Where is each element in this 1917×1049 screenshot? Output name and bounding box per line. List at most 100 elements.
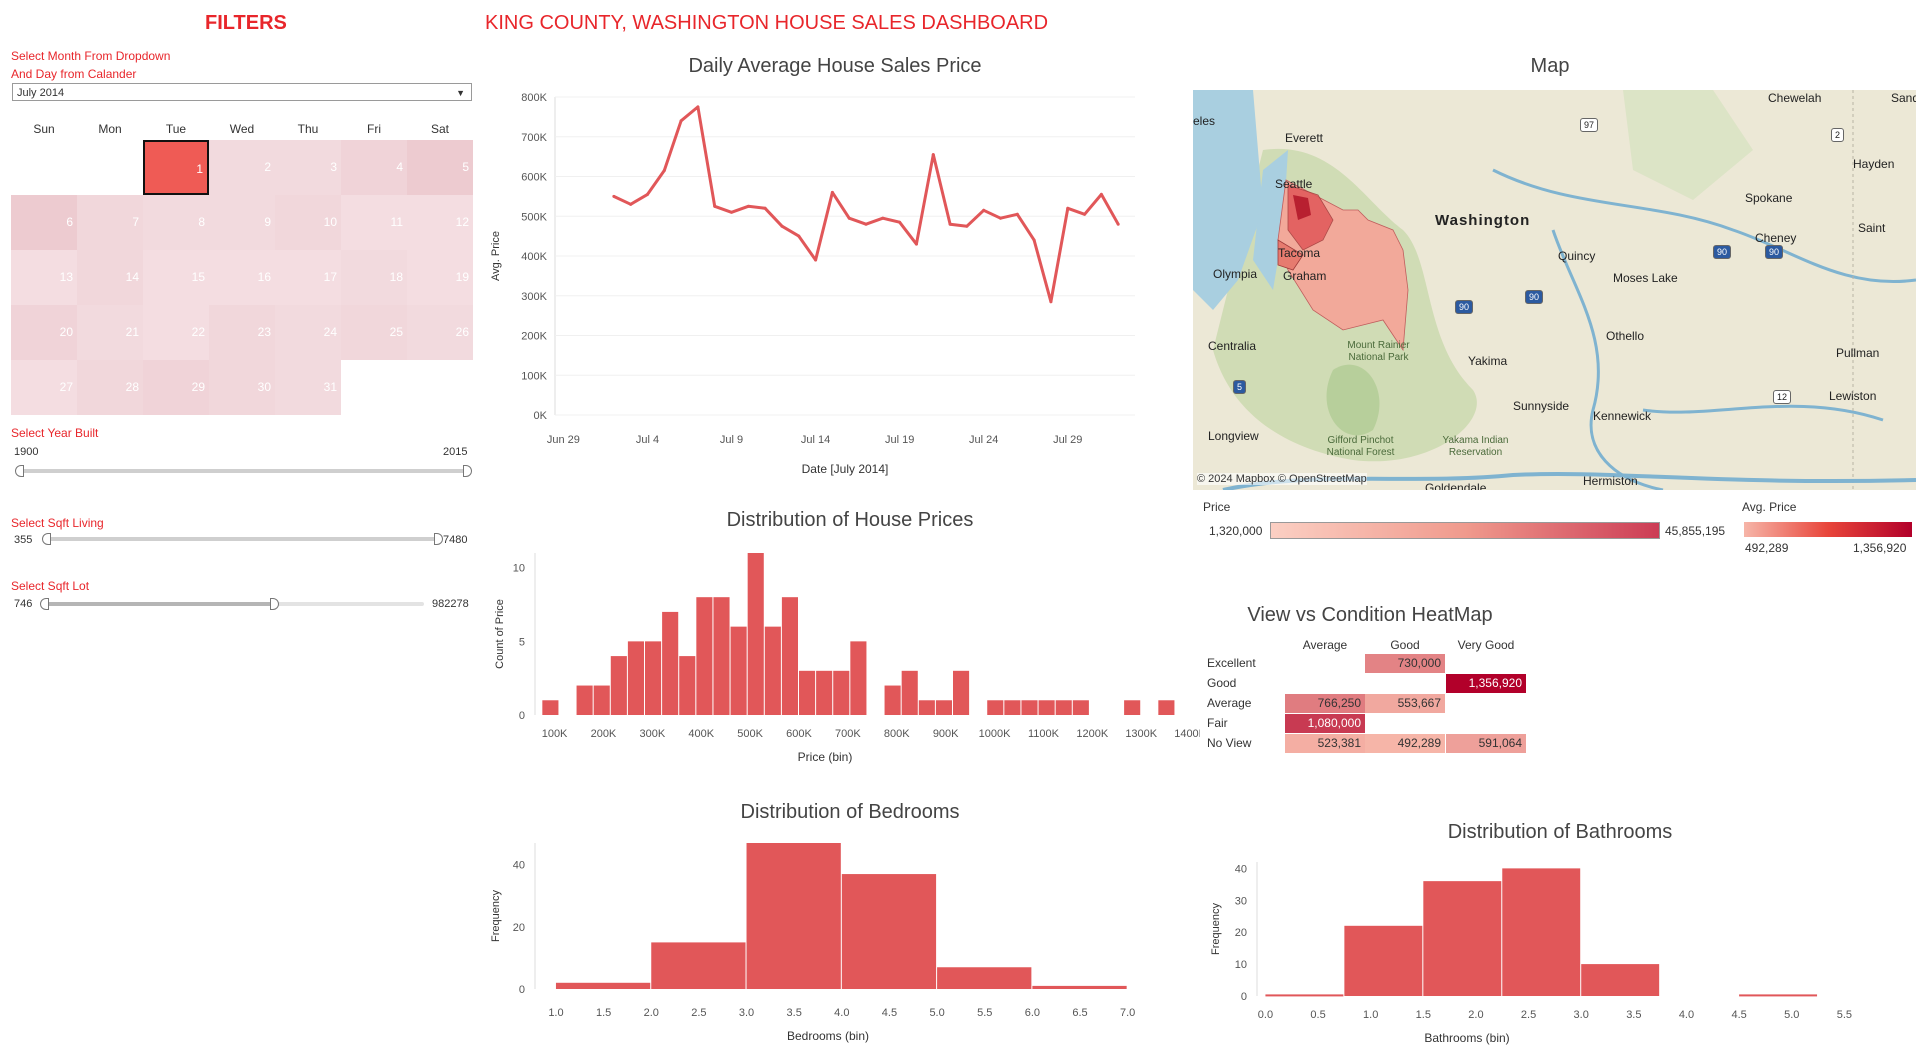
bathrooms-histogram[interactable]: 0 10 20 30 40 0.0 0.5 1.0 1.5 2.0 2.5 3.0 3.5 4.0 4.5 5…	[1205, 850, 1917, 1049]
map-place-label: Yakama Indian Reservation	[1442, 435, 1509, 458]
calendar-day-20[interactable]: 20	[11, 305, 77, 360]
sqft-lot-max-handle[interactable]	[270, 598, 279, 610]
price-bar	[645, 641, 662, 715]
price-legend-gradient	[1270, 522, 1660, 539]
calendar-day-11[interactable]: 11	[341, 195, 407, 250]
price-bar	[593, 685, 610, 715]
map-place-label: Sandpoint	[1891, 91, 1916, 105]
heatmap-cell[interactable]: 523,381	[1285, 734, 1365, 753]
calendar-day-5[interactable]: 5	[407, 140, 473, 195]
calendar-day-17[interactable]: 17	[275, 250, 341, 305]
calendar-day-3[interactable]: 3	[275, 140, 341, 195]
chevron-down-icon[interactable]: ▼	[456, 88, 465, 98]
calendar-day-31[interactable]: 31	[275, 360, 341, 415]
calendar-day-21[interactable]: 21	[77, 305, 143, 360]
calendar-day-23[interactable]: 23	[209, 305, 275, 360]
line-point	[746, 204, 750, 208]
y-axis-label: Frequency	[1210, 903, 1222, 955]
price-histogram[interactable]: 0 5 10 100K 200K 300K 400K 500K 600K 700K 800K 900K…	[485, 545, 1200, 790]
map-attribution: © 2024 Mapbox © OpenStreetMap	[1197, 473, 1367, 485]
year-built-slider-track[interactable]	[20, 469, 466, 473]
calendar-day-4[interactable]: 4	[341, 140, 407, 195]
heatmap-cell[interactable]: 591,064	[1446, 734, 1526, 753]
year-built-max-handle[interactable]	[463, 465, 472, 477]
price-bar	[1158, 700, 1175, 715]
calendar-day-12[interactable]: 12	[407, 195, 473, 250]
calendar-day-25[interactable]: 25	[341, 305, 407, 360]
dashboard-title: KING COUNTY, WASHINGTON HOUSE SALES DASH…	[485, 12, 1049, 34]
calendar-day-29[interactable]: 29	[143, 360, 209, 415]
price-bar	[901, 670, 918, 715]
x-tick-label: 400K	[688, 728, 714, 740]
month-dropdown[interactable]: July 2014 ▼	[12, 83, 472, 101]
x-tick-label: 6.0	[1025, 1007, 1040, 1019]
y-tick-label: 5	[519, 636, 525, 648]
heatmap-col-header: Average	[1302, 638, 1348, 652]
year-built-min-handle[interactable]	[15, 465, 24, 477]
map[interactable]: Everett Seattle Tacoma Olympia Graham Central…	[1193, 90, 1916, 490]
calendar-day-6[interactable]: 6	[11, 195, 77, 250]
map-place-label: Hayden	[1853, 157, 1895, 171]
view-condition-heatmap[interactable]: Average Good Very Good Excellent 730,000 Good…	[1205, 636, 1535, 761]
calendar-day-30[interactable]: 30	[209, 360, 275, 415]
line-point	[645, 192, 649, 196]
sqft-lot-slider-track[interactable]	[274, 602, 424, 606]
price-bar	[1038, 700, 1055, 715]
map-place-label: Pullman	[1836, 346, 1880, 360]
daily-price-line-chart[interactable]: 0K 100K 200K 300K 400K 500K 600K 700K 800K Jun 29…	[485, 85, 1175, 490]
calendar-day-24[interactable]: 24	[275, 305, 341, 360]
calendar-day-9[interactable]: 9	[209, 195, 275, 250]
bathroom-bar	[1423, 881, 1502, 996]
calendar-day-7[interactable]: 7	[77, 195, 143, 250]
calendar-day-15[interactable]: 15	[143, 250, 209, 305]
sqft-living-min-handle[interactable]	[42, 533, 51, 545]
heatmap-cell[interactable]: 1,080,000	[1285, 714, 1365, 733]
sqft-living-max-handle[interactable]	[434, 533, 443, 545]
x-tick-label: 700K	[835, 728, 861, 740]
bathroom-bar	[1265, 994, 1344, 997]
heatmap-cell[interactable]: 730,000	[1365, 654, 1445, 673]
sqft-lot-min-handle[interactable]	[40, 598, 49, 610]
heatmap-cell[interactable]: 492,289	[1365, 734, 1445, 753]
heatmap-cell[interactable]: 1,356,920	[1446, 674, 1526, 693]
calendar-day-16[interactable]: 16	[209, 250, 275, 305]
calendar-day-1[interactable]: 1	[143, 140, 209, 195]
sqft-living-slider-track[interactable]	[46, 537, 438, 541]
map-title: Map	[1530, 55, 1570, 77]
calendar-day-19[interactable]: 19	[407, 250, 473, 305]
bedrooms-histogram[interactable]: 0 20 40 1.0 1.5 2.0 2.5 3.0 3.5 4.0 4.5 5.0 5.5 6.0 6.…	[485, 835, 1195, 1049]
map-place-label: Centralia	[1208, 339, 1257, 353]
heatmap-cell[interactable]: 553,667	[1365, 694, 1445, 713]
month-dropdown-value: July 2014	[17, 87, 65, 99]
line-point	[914, 242, 918, 246]
y-axis-label: Avg. Price	[490, 231, 502, 281]
line-point	[898, 220, 902, 224]
calendar-day-18[interactable]: 18	[341, 250, 407, 305]
x-tick-label: 1300K	[1125, 728, 1157, 740]
heatmap-row-label: Fair	[1207, 716, 1228, 730]
calendar-day-2[interactable]: 2	[209, 140, 275, 195]
calendar-day-22[interactable]: 22	[143, 305, 209, 360]
heatmap-title: View vs Condition HeatMap	[1247, 604, 1493, 626]
calendar-day-10[interactable]: 10	[275, 195, 341, 250]
calendar-day-8[interactable]: 8	[143, 195, 209, 250]
calendar-day-13[interactable]: 13	[11, 250, 77, 305]
x-tick-label: 300K	[639, 728, 665, 740]
calendar-day-14[interactable]: 14	[77, 250, 143, 305]
line-point	[1032, 238, 1036, 242]
calendar-day-26[interactable]: 26	[407, 305, 473, 360]
x-tick-label: 2.5	[1521, 1009, 1536, 1021]
price-bar	[542, 700, 559, 715]
line-point	[847, 216, 851, 220]
map-place-label: Yakima	[1468, 354, 1508, 368]
map-place-label: Tacoma	[1278, 246, 1321, 260]
calendar-day-27[interactable]: 27	[11, 360, 77, 415]
line-point	[814, 258, 818, 262]
sqft-living-min: 355	[14, 534, 33, 546]
bathroom-bar	[1344, 925, 1423, 996]
heatmap-row-label: Average	[1207, 696, 1252, 710]
map-place-label: Mount Rainier National Park	[1347, 340, 1410, 363]
calendar-day-28[interactable]: 28	[77, 360, 143, 415]
bedroom-bar	[651, 942, 746, 989]
heatmap-cell[interactable]: 766,250	[1285, 694, 1365, 713]
